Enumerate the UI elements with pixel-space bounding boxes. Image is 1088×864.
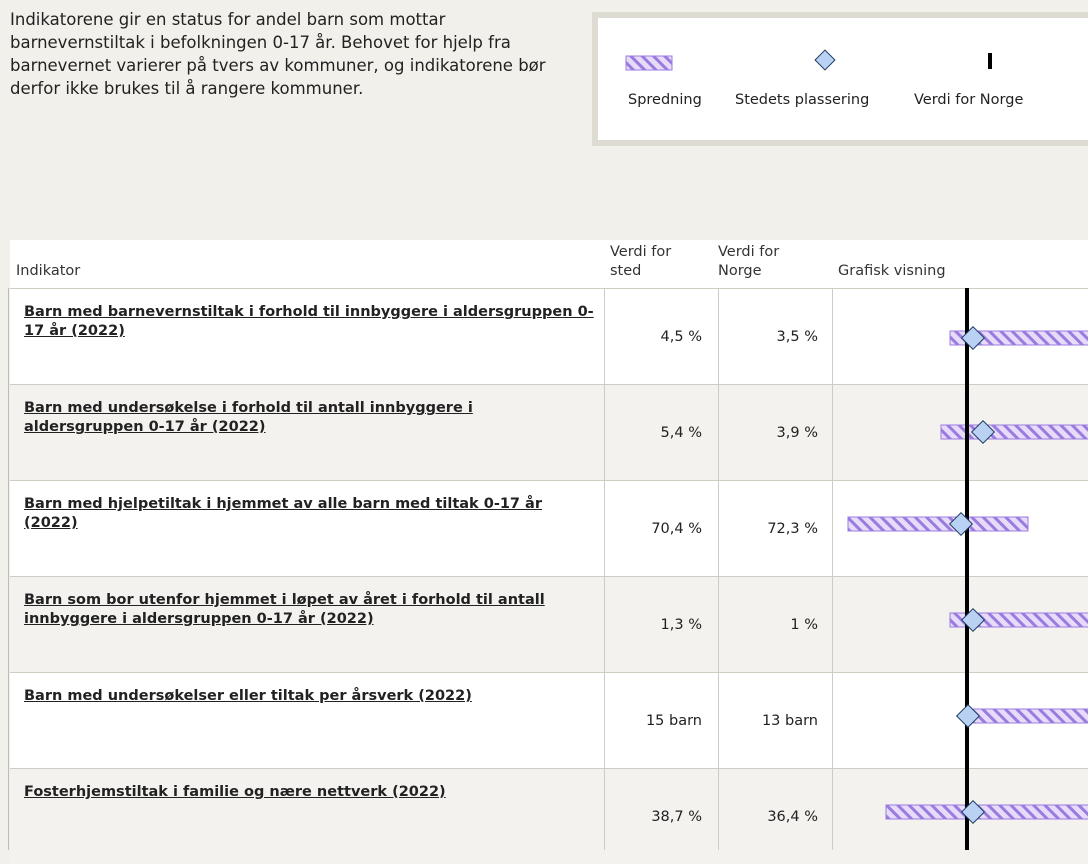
place-diamond — [960, 799, 986, 825]
value-place: 4,5 % — [660, 329, 702, 345]
legend-spread — [625, 55, 673, 71]
legend-label: Verdi for Norge — [914, 92, 1024, 108]
table-row: Barn med barnevernstiltak i forhold til … — [10, 288, 1088, 384]
value-place: 38,7 % — [651, 809, 702, 825]
place-diamond — [948, 511, 974, 537]
column-border — [604, 288, 605, 850]
norway-line — [965, 288, 969, 850]
left-border — [8, 288, 9, 850]
indicator-link[interactable]: Barn med undersøkelser eller tiltak per … — [24, 688, 472, 704]
indicator-link[interactable]: Barn med barnevernstiltak i forhold til … — [24, 304, 594, 339]
spread-bar — [967, 708, 1088, 724]
value-place: 5,4 % — [660, 425, 702, 441]
indicator-link[interactable]: Barn med undersøkelse i forhold til anta… — [24, 400, 473, 435]
value-place: 70,4 % — [651, 521, 702, 537]
value-place: 1,3 % — [660, 617, 702, 633]
place-diamond — [960, 325, 986, 351]
indicator-link[interactable]: Barn som bor utenfor hjemmet i løpet av … — [24, 592, 545, 627]
value-norway: 3,9 % — [776, 425, 818, 441]
legend-diamond — [814, 49, 836, 71]
spread-bar — [940, 424, 1088, 440]
value-place: 15 barn — [645, 713, 702, 729]
indicator-link[interactable]: Fosterhjemstiltak i familie og nære nett… — [24, 784, 446, 800]
value-norway: 1 % — [790, 617, 818, 633]
intro-text: Indikatorene gir en status for andel bar… — [10, 10, 546, 98]
header: Verdi for Norge — [718, 244, 780, 279]
table-row: Barn med undersøkelse i forhold til anta… — [10, 384, 1088, 480]
place-diamond — [955, 703, 981, 729]
table-header — [10, 240, 1088, 288]
value-norway: 72,3 % — [767, 521, 818, 537]
value-norway: 36,4 % — [767, 809, 818, 825]
spread-bar — [885, 804, 1088, 820]
table-row: Barn som bor utenfor hjemmet i løpet av … — [10, 576, 1088, 672]
column-border — [832, 288, 833, 850]
indicator-link[interactable]: Barn med hjelpetiltak i hjemmet av alle … — [24, 496, 542, 531]
place-diamond — [970, 419, 996, 445]
header: Indikator — [16, 263, 81, 279]
place-diamond — [960, 607, 986, 633]
legend-label: Spredning — [628, 92, 702, 108]
spread-bar — [949, 330, 1088, 346]
table-row: Barn med undersøkelser eller tiltak per … — [10, 672, 1088, 768]
legend: Spredning Stedets plassering Verdi for N… — [592, 12, 1088, 146]
value-norway: 3,5 % — [776, 329, 818, 345]
legend-label: Stedets plassering — [735, 92, 870, 108]
spread-bar — [847, 516, 1029, 532]
header: Grafisk visning — [838, 263, 946, 279]
spread-bar — [949, 612, 1088, 628]
header: Verdi for sted — [610, 244, 672, 279]
legend-norway — [988, 53, 992, 69]
column-border — [718, 288, 719, 850]
legend-icons — [625, 49, 992, 71]
value-norway: 13 barn — [761, 713, 818, 729]
